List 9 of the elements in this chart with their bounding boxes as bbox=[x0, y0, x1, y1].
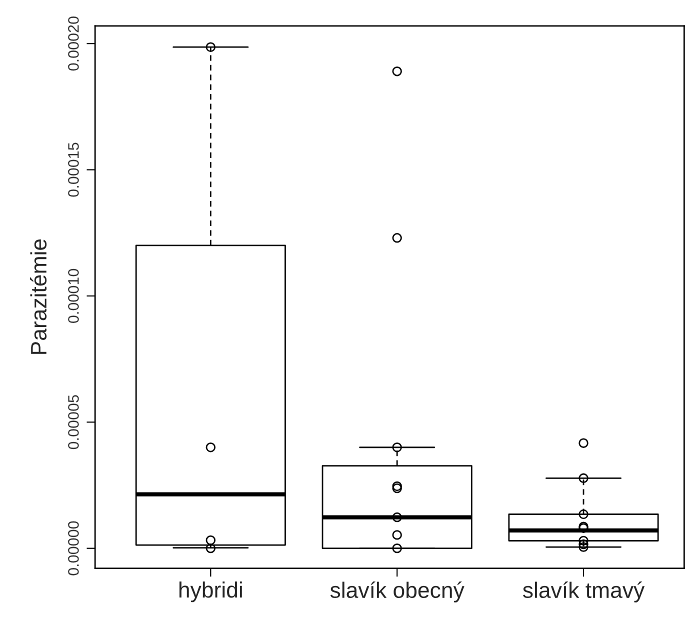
y-axis-title: Parazitémie bbox=[30, 239, 47, 354]
y-tick-label: 0.00000 bbox=[68, 521, 79, 576]
x-tick-label: slavík obecný bbox=[330, 581, 464, 602]
y-tick-label: 0.00005 bbox=[68, 395, 79, 450]
x-tick-label: slavík tmavý bbox=[523, 581, 645, 602]
x-tick-label: hybridi bbox=[179, 581, 242, 602]
y-tick-label: 0.00015 bbox=[68, 142, 79, 197]
y-tick-label: 0.00010 bbox=[68, 268, 79, 323]
y-tick-label: 0.00020 bbox=[68, 16, 79, 71]
